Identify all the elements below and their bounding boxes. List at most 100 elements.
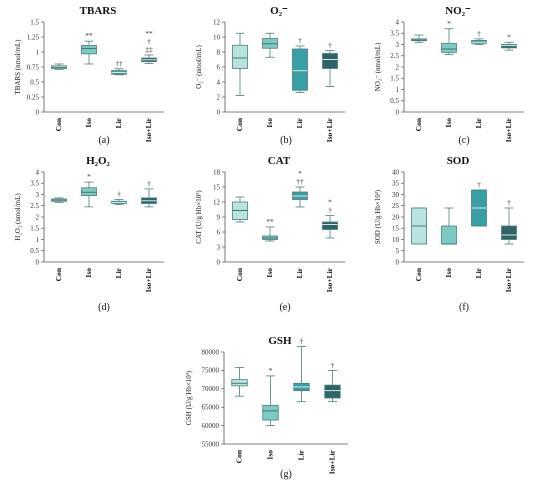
chart-title: NO₂⁻ bbox=[445, 5, 471, 17]
y-tick-label: 65000 bbox=[202, 404, 220, 412]
significance-mark: †† bbox=[115, 59, 123, 68]
box-iso-lir: * bbox=[501, 32, 517, 51]
box-lir: † bbox=[471, 180, 487, 227]
y-tick-label: 15 bbox=[213, 183, 221, 191]
significance-mark: † bbox=[328, 41, 332, 50]
panel-tag: (c) bbox=[458, 135, 469, 146]
box-iso-lir: **†‡‡ bbox=[141, 29, 157, 64]
y-tick-label: 18 bbox=[213, 168, 221, 176]
y-tick-label: 1.25 bbox=[27, 33, 40, 41]
box-iso-lir: † bbox=[141, 179, 157, 208]
chart-panel-f: SOD 0 5 10 15 20 25 30 35 40 SOD (U/g Hb×10³) Con Is… bbox=[374, 155, 524, 313]
y-axis-label: SOD (U/g Hb×10³) bbox=[374, 189, 382, 244]
significance-mark: ‡‡ bbox=[145, 45, 153, 54]
significance-mark: † bbox=[328, 206, 332, 215]
y-tick-label: 0.75 bbox=[27, 63, 40, 71]
chart-panel-d: H₂O₂ 0 0.5 1 1.5 2 2.5 3 3.5 4 H₂O₂ (nmol/mL) Con * I… bbox=[14, 155, 164, 313]
y-tick-label: 10 bbox=[392, 236, 400, 244]
y-tick-label: 3 bbox=[36, 191, 40, 199]
chart-title: TBARS bbox=[80, 5, 117, 17]
category-label: Iso bbox=[84, 118, 93, 128]
y-axis-label: H₂O₂ (nmol/mL) bbox=[14, 193, 22, 241]
iqr-box bbox=[322, 221, 338, 230]
iqr-box bbox=[322, 53, 338, 69]
y-tick-label: 1.5 bbox=[30, 225, 39, 233]
y-tick-label: 0.5 bbox=[30, 247, 39, 255]
y-tick-label: 6 bbox=[217, 63, 221, 71]
chart-panel-a: TBARS 0 0.25 0.5 0.75 1 1.25 1.5 TBARS (nmol/mL)… bbox=[14, 5, 164, 146]
box-lir: † bbox=[111, 189, 127, 206]
y-tick-label: 0 bbox=[36, 108, 40, 116]
category-label: Lir bbox=[114, 267, 123, 278]
iqr-box bbox=[81, 187, 97, 197]
box-iso-lir: † bbox=[322, 41, 338, 87]
significance-mark: ** bbox=[266, 217, 274, 226]
y-axis-label: NO₂⁻ (nmol/mL) bbox=[374, 42, 382, 91]
iqr-box bbox=[232, 44, 248, 69]
significance-mark: ** bbox=[145, 29, 153, 38]
box-iso-lir: *† bbox=[322, 198, 338, 239]
iqr-box bbox=[501, 225, 517, 240]
y-tick-label: 4 bbox=[36, 168, 40, 176]
box-iso: * bbox=[262, 366, 279, 427]
panel-tag: (e) bbox=[279, 302, 290, 313]
y-tick-label: 4 bbox=[217, 78, 221, 86]
category-label: Lir bbox=[297, 449, 306, 460]
y-tick-label: 30 bbox=[392, 191, 400, 199]
box-iso bbox=[262, 32, 278, 58]
box-con bbox=[51, 197, 67, 203]
box-lir: † bbox=[292, 36, 308, 93]
panel-tag: (a) bbox=[98, 135, 109, 146]
y-tick-label: 2 bbox=[396, 63, 400, 71]
y-tick-label: 6 bbox=[217, 228, 221, 236]
box-iso-lir: † bbox=[324, 360, 341, 403]
significance-mark: † bbox=[331, 360, 335, 369]
y-tick-label: 3.5 bbox=[30, 180, 39, 188]
box-con bbox=[411, 34, 427, 43]
category-label: Iso bbox=[266, 450, 275, 460]
iqr-box bbox=[324, 384, 341, 399]
category-label: Iso+Lir bbox=[144, 117, 153, 142]
significance-mark: ** bbox=[85, 31, 93, 40]
iqr-box bbox=[501, 44, 517, 49]
category-label: Iso bbox=[444, 118, 453, 128]
y-tick-label: 20 bbox=[392, 213, 400, 221]
y-tick-label: 80000 bbox=[202, 348, 220, 356]
y-tick-label: 35 bbox=[392, 180, 400, 188]
y-tick-label: 0 bbox=[36, 258, 40, 266]
iqr-box bbox=[441, 42, 457, 53]
y-tick-label: 75000 bbox=[202, 367, 220, 375]
chart-title: CAT bbox=[268, 155, 291, 167]
iqr-box bbox=[81, 45, 97, 55]
chart-title: GSH bbox=[268, 335, 292, 347]
category-label: Con bbox=[414, 117, 423, 131]
y-tick-label: 1.5 bbox=[390, 75, 399, 83]
y-axis-label: O₂⁻ (nmol/mL) bbox=[195, 45, 203, 89]
category-label: Con bbox=[414, 267, 423, 281]
y-tick-label: 55000 bbox=[202, 440, 220, 448]
y-axis-label: TBARS (nmol/mL) bbox=[14, 39, 22, 95]
category-label: Iso+Lir bbox=[144, 267, 153, 292]
chart-title: O₂⁻ bbox=[270, 5, 288, 17]
category-label: Iso bbox=[265, 118, 274, 128]
y-tick-label: 40 bbox=[392, 168, 400, 176]
iqr-box bbox=[292, 48, 308, 91]
category-label: Iso+Lir bbox=[504, 267, 513, 292]
category-label: Iso bbox=[84, 268, 93, 278]
y-tick-label: 2 bbox=[36, 213, 40, 221]
y-tick-label: 9 bbox=[217, 213, 221, 221]
significance-mark: * bbox=[507, 32, 511, 41]
significance-mark: † bbox=[117, 189, 121, 198]
category-label: Iso bbox=[265, 268, 274, 278]
box-con bbox=[232, 32, 248, 96]
panel-tag: (d) bbox=[98, 302, 110, 313]
significance-mark: † bbox=[477, 29, 481, 38]
category-label: Iso+Lir bbox=[504, 117, 513, 142]
iqr-box bbox=[441, 225, 457, 245]
box-con bbox=[51, 63, 67, 70]
significance-mark: †† bbox=[296, 177, 304, 186]
chart-panel-b: O₂⁻ 0 2 4 6 8 10 12 O₂⁻ (nmol/mL) Con Iso † Lir † Iso+… bbox=[195, 5, 345, 146]
y-tick-label: 12 bbox=[213, 198, 221, 206]
